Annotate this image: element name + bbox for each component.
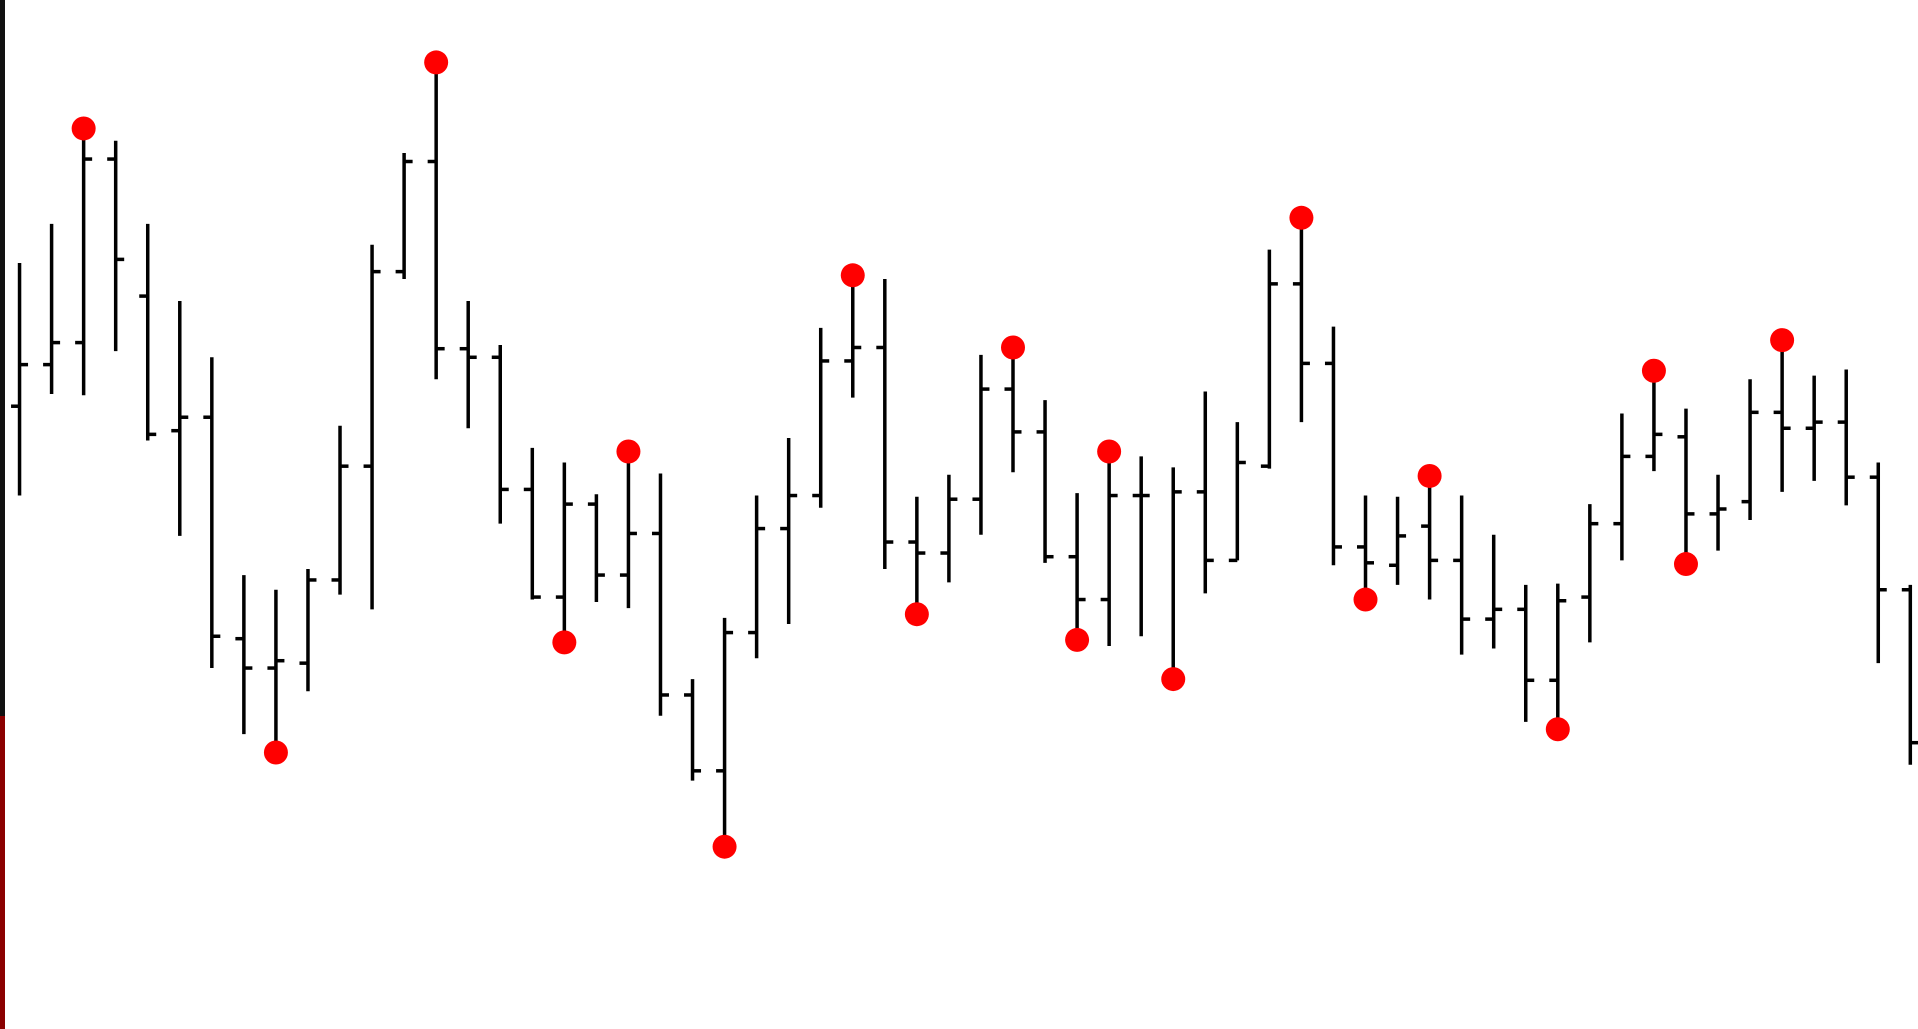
swing-point <box>1097 439 1122 464</box>
swing-point <box>1353 587 1378 612</box>
edge-strip <box>0 0 5 716</box>
swing-point <box>616 439 641 464</box>
swing-point <box>263 740 288 765</box>
swing-point <box>1065 627 1090 652</box>
swing-point <box>71 116 96 141</box>
edge-strip <box>0 716 5 1029</box>
swing-point <box>1770 328 1795 353</box>
swing-point <box>1641 358 1666 383</box>
swing-point <box>1289 205 1314 230</box>
swing-point <box>1673 552 1698 577</box>
swing-point <box>840 263 865 288</box>
swing-point <box>1161 667 1186 692</box>
swing-point <box>1000 335 1025 360</box>
swing-point <box>424 50 449 75</box>
swing-point <box>1417 463 1442 488</box>
swing-point <box>552 630 577 655</box>
swing-point <box>1545 717 1570 742</box>
swing-point <box>712 834 737 859</box>
swing-point <box>904 602 929 627</box>
